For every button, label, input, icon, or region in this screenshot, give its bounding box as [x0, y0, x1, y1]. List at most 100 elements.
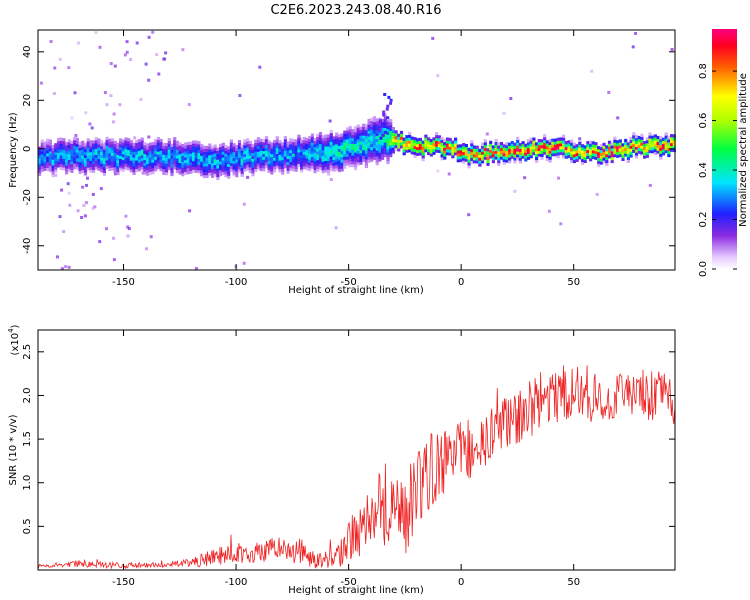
spectrogram-cell [475, 151, 479, 155]
spectrogram-cell [148, 148, 152, 152]
spectrogram-cell [194, 152, 198, 156]
spectrogram-cell [370, 126, 374, 130]
spectrogram-cell [81, 169, 85, 173]
spectrogram-cell [175, 158, 179, 162]
spectrogram-cell [219, 164, 223, 168]
spectrogram-cell [302, 154, 306, 158]
spectrogram-cell [464, 144, 468, 148]
spectrogram-cell [94, 166, 98, 170]
spectrogram-cell [48, 156, 52, 161]
spectrogram-cell [302, 142, 306, 146]
spectrogram-cell [119, 167, 123, 171]
spectrogram-cell [470, 157, 474, 161]
spectrogram-cell [321, 146, 325, 151]
spectrogram-cell [62, 138, 66, 142]
spectrogram-cell [97, 158, 101, 163]
spectrogram-cell [186, 147, 190, 151]
spectrogram-cell [637, 147, 641, 151]
spectrogram-cell [46, 159, 50, 163]
spectrogram-cell [318, 146, 323, 150]
spectrogram-cell [137, 156, 142, 160]
spectrogram-cell [375, 159, 379, 163]
spectrogram-cell [399, 136, 404, 140]
spectrogram-cell [129, 160, 133, 164]
spectrogram-cell [54, 146, 58, 150]
spectrogram-cell [383, 119, 387, 123]
spectrogram-cell [607, 146, 612, 150]
spectrogram-cell [481, 145, 485, 149]
spectrogram-cell [181, 173, 185, 177]
spectrogram-cell [164, 148, 169, 152]
spectrogram-cell [256, 140, 260, 144]
spectrogram-cell [470, 146, 474, 150]
spectrogram-cell [394, 142, 398, 146]
spectrogram-cell [70, 152, 74, 156]
spectrogram-cell [143, 142, 147, 146]
spectrogram-cell [591, 147, 595, 151]
spectrogram-cell [137, 147, 142, 151]
spectrogram-cell [324, 143, 328, 147]
spectrogram-cell [83, 166, 88, 170]
spectrogram-cell [237, 169, 242, 173]
spectrogram-cell [110, 138, 115, 142]
spectrogram-cell [616, 140, 620, 144]
spectrogram-cell [348, 149, 352, 153]
spectrogram-cell [386, 152, 390, 156]
spectrogram-cell [235, 153, 239, 157]
spectrogram-spike-cell [383, 130, 387, 134]
spectrogram-cell [343, 136, 347, 140]
spectrogram-cell [553, 147, 558, 151]
spectrogram-cell [254, 145, 258, 149]
spectrogram-cell [399, 139, 404, 143]
spectrogram-cell [378, 123, 382, 127]
spectrogram-cell [643, 141, 647, 145]
spectrogram-noise-cell [39, 81, 43, 85]
spectrogram-cell [51, 171, 55, 175]
spectrogram-cell [362, 126, 366, 130]
spectrogram-cell [97, 147, 101, 151]
spectrogram-cell [610, 154, 614, 158]
spectrogram-cell [351, 149, 355, 153]
spectrogram-cell [124, 143, 128, 147]
spectrogram-cell [335, 132, 339, 136]
spectrogram-cell [351, 146, 355, 150]
spectrogram-cell [335, 141, 339, 145]
spectrogram-cell [562, 143, 566, 147]
spectrogram-noise-cell [49, 40, 53, 43]
spectrogram-cell [308, 147, 312, 151]
spectrogram-cell [337, 157, 341, 161]
spectrogram-cell [186, 156, 190, 160]
spectrogram-cell [621, 146, 625, 150]
spectrogram-cell [46, 144, 50, 148]
spectrogram-cell [221, 168, 225, 173]
spectrogram-cell [170, 164, 174, 168]
spectrogram-cell [48, 142, 52, 146]
spectrogram-cell [329, 147, 333, 151]
spectrogram-noise-cell [485, 132, 489, 136]
spectrogram-cell [575, 147, 579, 151]
spectrogram-cell [246, 138, 250, 142]
spectrogram-cell [318, 155, 323, 159]
spectrogram-cell [664, 141, 668, 145]
spectrogram-cell [432, 137, 436, 141]
spectrogram-cell [389, 142, 393, 146]
spectrogram-cell [294, 139, 298, 143]
spectrogram-cell [440, 139, 444, 143]
spectrogram-cell [213, 156, 217, 160]
spectrogram-cell [448, 140, 452, 144]
spectrogram-cell [362, 147, 366, 151]
spectrogram-cell [405, 140, 409, 145]
spectrogram-cell [467, 159, 471, 163]
spectrogram-cell [294, 154, 298, 158]
spectrogram-cell [291, 162, 296, 166]
spectrogram-cell [56, 155, 61, 159]
spectrogram-cell [81, 155, 85, 159]
spectrogram-cell [529, 143, 533, 147]
spectrogram-cell [219, 152, 223, 156]
spectrogram-cell [186, 150, 190, 154]
spectrogram-cell [154, 165, 158, 169]
spectrogram-cell [170, 149, 174, 153]
spectrogram-cell [564, 141, 568, 145]
spectrogram-cell [62, 152, 66, 156]
spectrogram-cell [75, 161, 79, 165]
